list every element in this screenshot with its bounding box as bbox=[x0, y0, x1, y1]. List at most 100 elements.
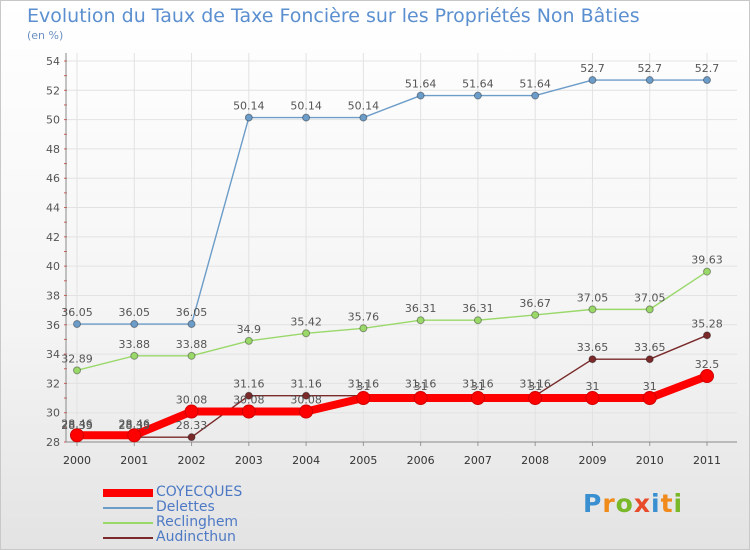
data-point-coyecques bbox=[356, 391, 371, 406]
data-point-delettes bbox=[187, 320, 196, 329]
data-label-reclinghem: 39.63 bbox=[691, 254, 723, 267]
data-label-delettes: 52.7 bbox=[580, 62, 605, 75]
data-label-audincthun: 33.65 bbox=[634, 341, 666, 354]
series-coyecques bbox=[70, 369, 714, 443]
y-tick-label: 30 bbox=[46, 407, 60, 420]
logo-letter: t bbox=[660, 489, 674, 518]
data-label-audincthun: 31.16 bbox=[348, 378, 380, 391]
y-tick-label: 46 bbox=[46, 172, 60, 185]
data-label-delettes: 51.64 bbox=[519, 78, 551, 91]
data-point-coyecques bbox=[127, 428, 142, 443]
y-tick-label: 50 bbox=[46, 114, 60, 127]
data-point-coyecques bbox=[528, 391, 543, 406]
series-line-coyecques bbox=[73, 372, 711, 440]
legend-swatch-reclinghem bbox=[103, 522, 153, 524]
legend-swatch-audincthun bbox=[103, 537, 153, 539]
logo-letter: P bbox=[583, 489, 603, 518]
data-label-reclinghem: 34.9 bbox=[237, 323, 262, 336]
data-label-delettes: 51.64 bbox=[405, 78, 437, 91]
data-point-audincthun bbox=[703, 331, 711, 340]
data-point-audincthun bbox=[588, 355, 597, 364]
data-point-audincthun bbox=[244, 391, 253, 400]
data-point-coyecques bbox=[413, 391, 428, 406]
y-axis-unit-label: (en %) bbox=[27, 29, 64, 42]
data-label-coyecques: 31 bbox=[528, 380, 542, 393]
logo-letter: x bbox=[633, 489, 651, 518]
data-label-delettes: 50.14 bbox=[348, 100, 380, 113]
series-line-delettes bbox=[76, 79, 708, 325]
y-tick-label: 36 bbox=[46, 319, 60, 332]
data-label-delettes: 51.64 bbox=[462, 78, 494, 91]
logo-letter: i bbox=[673, 489, 684, 518]
data-label-audincthun: 35.28 bbox=[691, 317, 723, 330]
y-tick-label: 42 bbox=[46, 231, 60, 244]
data-point-coyecques bbox=[700, 369, 714, 384]
data-label-audincthun: 33.65 bbox=[577, 341, 609, 354]
data-label-coyecques: 31 bbox=[356, 380, 370, 393]
data-point-delettes bbox=[645, 76, 654, 85]
data-point-coyecques bbox=[642, 391, 657, 406]
data-point-delettes bbox=[359, 113, 368, 122]
legend: COYECQUES Delettes Reclinghem Audincthun bbox=[103, 484, 303, 545]
data-point-delettes bbox=[302, 113, 311, 122]
data-label-delettes: 36.05 bbox=[61, 306, 93, 319]
data-point-reclinghem bbox=[302, 329, 311, 338]
data-label-coyecques: 30.08 bbox=[290, 394, 322, 407]
data-label-reclinghem: 35.76 bbox=[348, 310, 380, 323]
y-tick-label: 34 bbox=[46, 348, 60, 361]
x-tick-label: 2004 bbox=[292, 454, 320, 467]
proxiti-logo: Proxiti bbox=[583, 489, 683, 518]
data-point-reclinghem bbox=[473, 316, 482, 325]
data-label-reclinghem: 37.05 bbox=[577, 291, 609, 304]
legend-item-audincthun: Audincthun bbox=[103, 529, 303, 545]
data-label-coyecques: 30.08 bbox=[176, 394, 208, 407]
data-point-audincthun bbox=[645, 355, 654, 364]
legend-label-coyecques: COYECQUES bbox=[156, 484, 243, 500]
data-label-reclinghem: 32.89 bbox=[61, 352, 93, 365]
data-point-reclinghem bbox=[187, 351, 196, 360]
data-label-reclinghem: 37.05 bbox=[634, 291, 666, 304]
data-point-delettes bbox=[73, 320, 81, 329]
logo-letter: i bbox=[651, 489, 661, 518]
series-line-reclinghem bbox=[76, 270, 708, 372]
data-point-reclinghem bbox=[645, 305, 654, 314]
data-label-reclinghem: 36.67 bbox=[519, 297, 551, 310]
y-tick-label: 32 bbox=[46, 377, 60, 390]
data-point-delettes bbox=[244, 113, 253, 122]
series-delettes bbox=[73, 76, 711, 329]
data-label-delettes: 50.14 bbox=[290, 100, 322, 113]
chart-title: Evolution du Taux de Taxe Foncière sur l… bbox=[27, 5, 640, 27]
legend-item-reclinghem: Reclinghem bbox=[103, 514, 303, 530]
logo-letter: r bbox=[602, 489, 616, 518]
data-point-reclinghem bbox=[531, 310, 540, 319]
y-tick-label: 44 bbox=[46, 202, 60, 215]
data-label-reclinghem: 33.88 bbox=[176, 338, 208, 351]
data-label-audincthun: 28.33 bbox=[176, 419, 208, 432]
data-label-coyecques: 31 bbox=[471, 380, 485, 393]
data-label-audincthun: 31.16 bbox=[462, 378, 494, 391]
data-label-coyecques: 32.5 bbox=[695, 358, 720, 371]
data-label-audincthun: 31.16 bbox=[233, 378, 265, 391]
legend-label-delettes: Delettes bbox=[156, 499, 215, 515]
y-tick-label: 40 bbox=[46, 260, 60, 273]
legend-item-coyecques: COYECQUES bbox=[103, 484, 303, 500]
data-point-coyecques bbox=[70, 428, 84, 443]
data-point-reclinghem bbox=[73, 366, 81, 375]
data-label-delettes: 52.7 bbox=[637, 62, 662, 75]
data-label-delettes: 36.05 bbox=[176, 306, 208, 319]
data-label-audincthun: 31.16 bbox=[519, 378, 551, 391]
legend-swatch-delettes bbox=[103, 507, 153, 509]
legend-label-audincthun: Audincthun bbox=[156, 529, 236, 545]
data-point-delettes bbox=[588, 76, 597, 85]
data-point-audincthun bbox=[302, 391, 311, 400]
data-label-reclinghem: 33.88 bbox=[119, 338, 151, 351]
data-point-reclinghem bbox=[244, 336, 253, 345]
data-point-delettes bbox=[416, 91, 425, 100]
x-tick-label: 2010 bbox=[636, 454, 664, 467]
data-label-coyecques: 28.46 bbox=[61, 417, 93, 430]
data-label-audincthun: 31.16 bbox=[290, 378, 322, 391]
y-tick-label: 54 bbox=[46, 55, 60, 68]
data-label-reclinghem: 35.42 bbox=[290, 315, 322, 328]
